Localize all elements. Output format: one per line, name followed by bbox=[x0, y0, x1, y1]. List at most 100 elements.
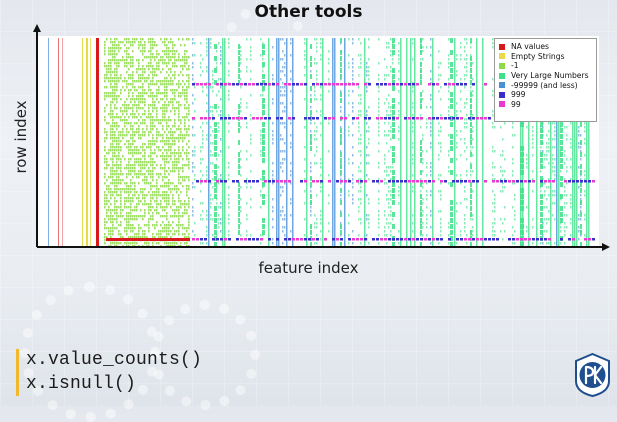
plot-mark bbox=[400, 210, 402, 212]
plot-mark bbox=[114, 74, 116, 77]
plot-mark bbox=[268, 226, 270, 228]
plot-mark bbox=[268, 216, 270, 218]
plot-mark bbox=[426, 218, 428, 221]
plot-mark bbox=[142, 107, 144, 110]
plot-mark bbox=[414, 86, 416, 88]
plot-mark bbox=[410, 150, 412, 152]
plot-mark bbox=[292, 142, 294, 144]
plot-mark bbox=[146, 242, 148, 245]
plot-mark bbox=[456, 58, 458, 61]
plot-mark bbox=[166, 98, 168, 101]
plot-mark bbox=[464, 74, 466, 77]
plot-mark bbox=[334, 152, 336, 154]
plot-mark bbox=[410, 216, 412, 218]
plot-mark bbox=[208, 62, 210, 64]
plot-mark bbox=[364, 130, 366, 132]
plot-mark bbox=[406, 72, 408, 74]
plot-mark bbox=[116, 194, 118, 197]
plot-mark bbox=[304, 218, 306, 221]
plot-mark bbox=[260, 190, 262, 193]
plot-mark bbox=[400, 218, 402, 220]
plot-mark bbox=[106, 161, 108, 164]
plot-mark bbox=[348, 62, 350, 65]
plot-mark bbox=[132, 230, 134, 233]
plot-mark bbox=[278, 230, 280, 232]
plot-mark bbox=[278, 236, 280, 238]
plot-mark bbox=[340, 126, 342, 129]
plot-mark bbox=[146, 92, 148, 95]
plot-mark bbox=[344, 114, 346, 116]
plot-mark bbox=[108, 227, 110, 230]
plot-mark bbox=[276, 156, 278, 158]
plot-mark bbox=[168, 149, 170, 152]
plot-mark bbox=[292, 176, 294, 178]
plot-mark bbox=[460, 182, 462, 185]
plot-mark bbox=[386, 242, 388, 245]
plot-mark bbox=[174, 95, 176, 98]
plot-mark bbox=[166, 47, 168, 50]
plot-mark bbox=[316, 222, 318, 225]
plot-mark bbox=[178, 128, 180, 131]
plot-mark bbox=[348, 242, 350, 245]
plot-mark bbox=[202, 202, 204, 205]
plot-mark bbox=[292, 106, 294, 108]
plot-mark bbox=[148, 146, 150, 149]
plot-mark bbox=[426, 214, 428, 217]
plot-mark bbox=[378, 150, 380, 153]
plot-mark bbox=[218, 154, 220, 157]
plot-mark bbox=[224, 136, 226, 138]
plot-mark bbox=[162, 110, 164, 113]
plot-mark bbox=[364, 94, 366, 96]
plot-mark bbox=[400, 106, 402, 108]
plot-mark bbox=[124, 197, 126, 200]
plot-mark bbox=[126, 122, 128, 125]
plot-mark bbox=[344, 150, 346, 152]
plot-mark bbox=[406, 50, 408, 52]
plot-mark bbox=[340, 222, 342, 225]
plot-mark bbox=[460, 174, 462, 177]
plot-mark bbox=[334, 178, 336, 180]
plot-mark bbox=[290, 182, 292, 185]
plot-mark bbox=[278, 142, 280, 144]
plot-mark bbox=[104, 155, 106, 158]
plot-mark bbox=[222, 54, 224, 56]
plot-mark bbox=[142, 44, 144, 47]
plot-mark bbox=[228, 206, 230, 209]
plot-mark bbox=[120, 110, 122, 113]
plot-mark bbox=[378, 130, 380, 133]
plot-mark bbox=[276, 64, 278, 66]
plot-mark bbox=[306, 112, 308, 114]
plot-mark bbox=[184, 98, 186, 101]
plot-mark bbox=[400, 78, 402, 80]
plot-mark bbox=[276, 168, 278, 170]
plot-mark bbox=[406, 64, 408, 66]
plot-mark bbox=[154, 59, 156, 62]
plot-mark bbox=[406, 192, 408, 194]
plot-mark bbox=[400, 68, 402, 70]
plot-mark bbox=[400, 60, 402, 62]
plot-mark bbox=[412, 186, 414, 189]
plot-mark bbox=[136, 131, 138, 134]
plot-mark bbox=[172, 98, 174, 101]
plot-mark bbox=[400, 58, 402, 60]
plot-mark bbox=[430, 70, 432, 73]
plot-mark bbox=[276, 232, 278, 234]
plot-mark bbox=[454, 208, 456, 210]
plot-mark bbox=[222, 46, 224, 48]
plot-mark bbox=[340, 182, 342, 185]
plot-mark bbox=[334, 142, 336, 144]
plot-mark bbox=[268, 80, 270, 82]
plot-mark bbox=[124, 158, 126, 161]
plot-mark bbox=[406, 68, 408, 70]
plot-mark bbox=[96, 38, 99, 246]
plot-mark bbox=[314, 122, 316, 125]
plot-mark bbox=[156, 185, 158, 188]
plot-mark bbox=[138, 230, 140, 233]
plot-mark bbox=[144, 101, 146, 104]
plot-mark bbox=[192, 166, 194, 169]
plot-mark bbox=[152, 125, 154, 128]
plot-mark bbox=[430, 210, 432, 213]
plot-mark bbox=[278, 106, 280, 108]
plot-mark bbox=[332, 180, 334, 182]
plot-mark bbox=[110, 173, 112, 176]
